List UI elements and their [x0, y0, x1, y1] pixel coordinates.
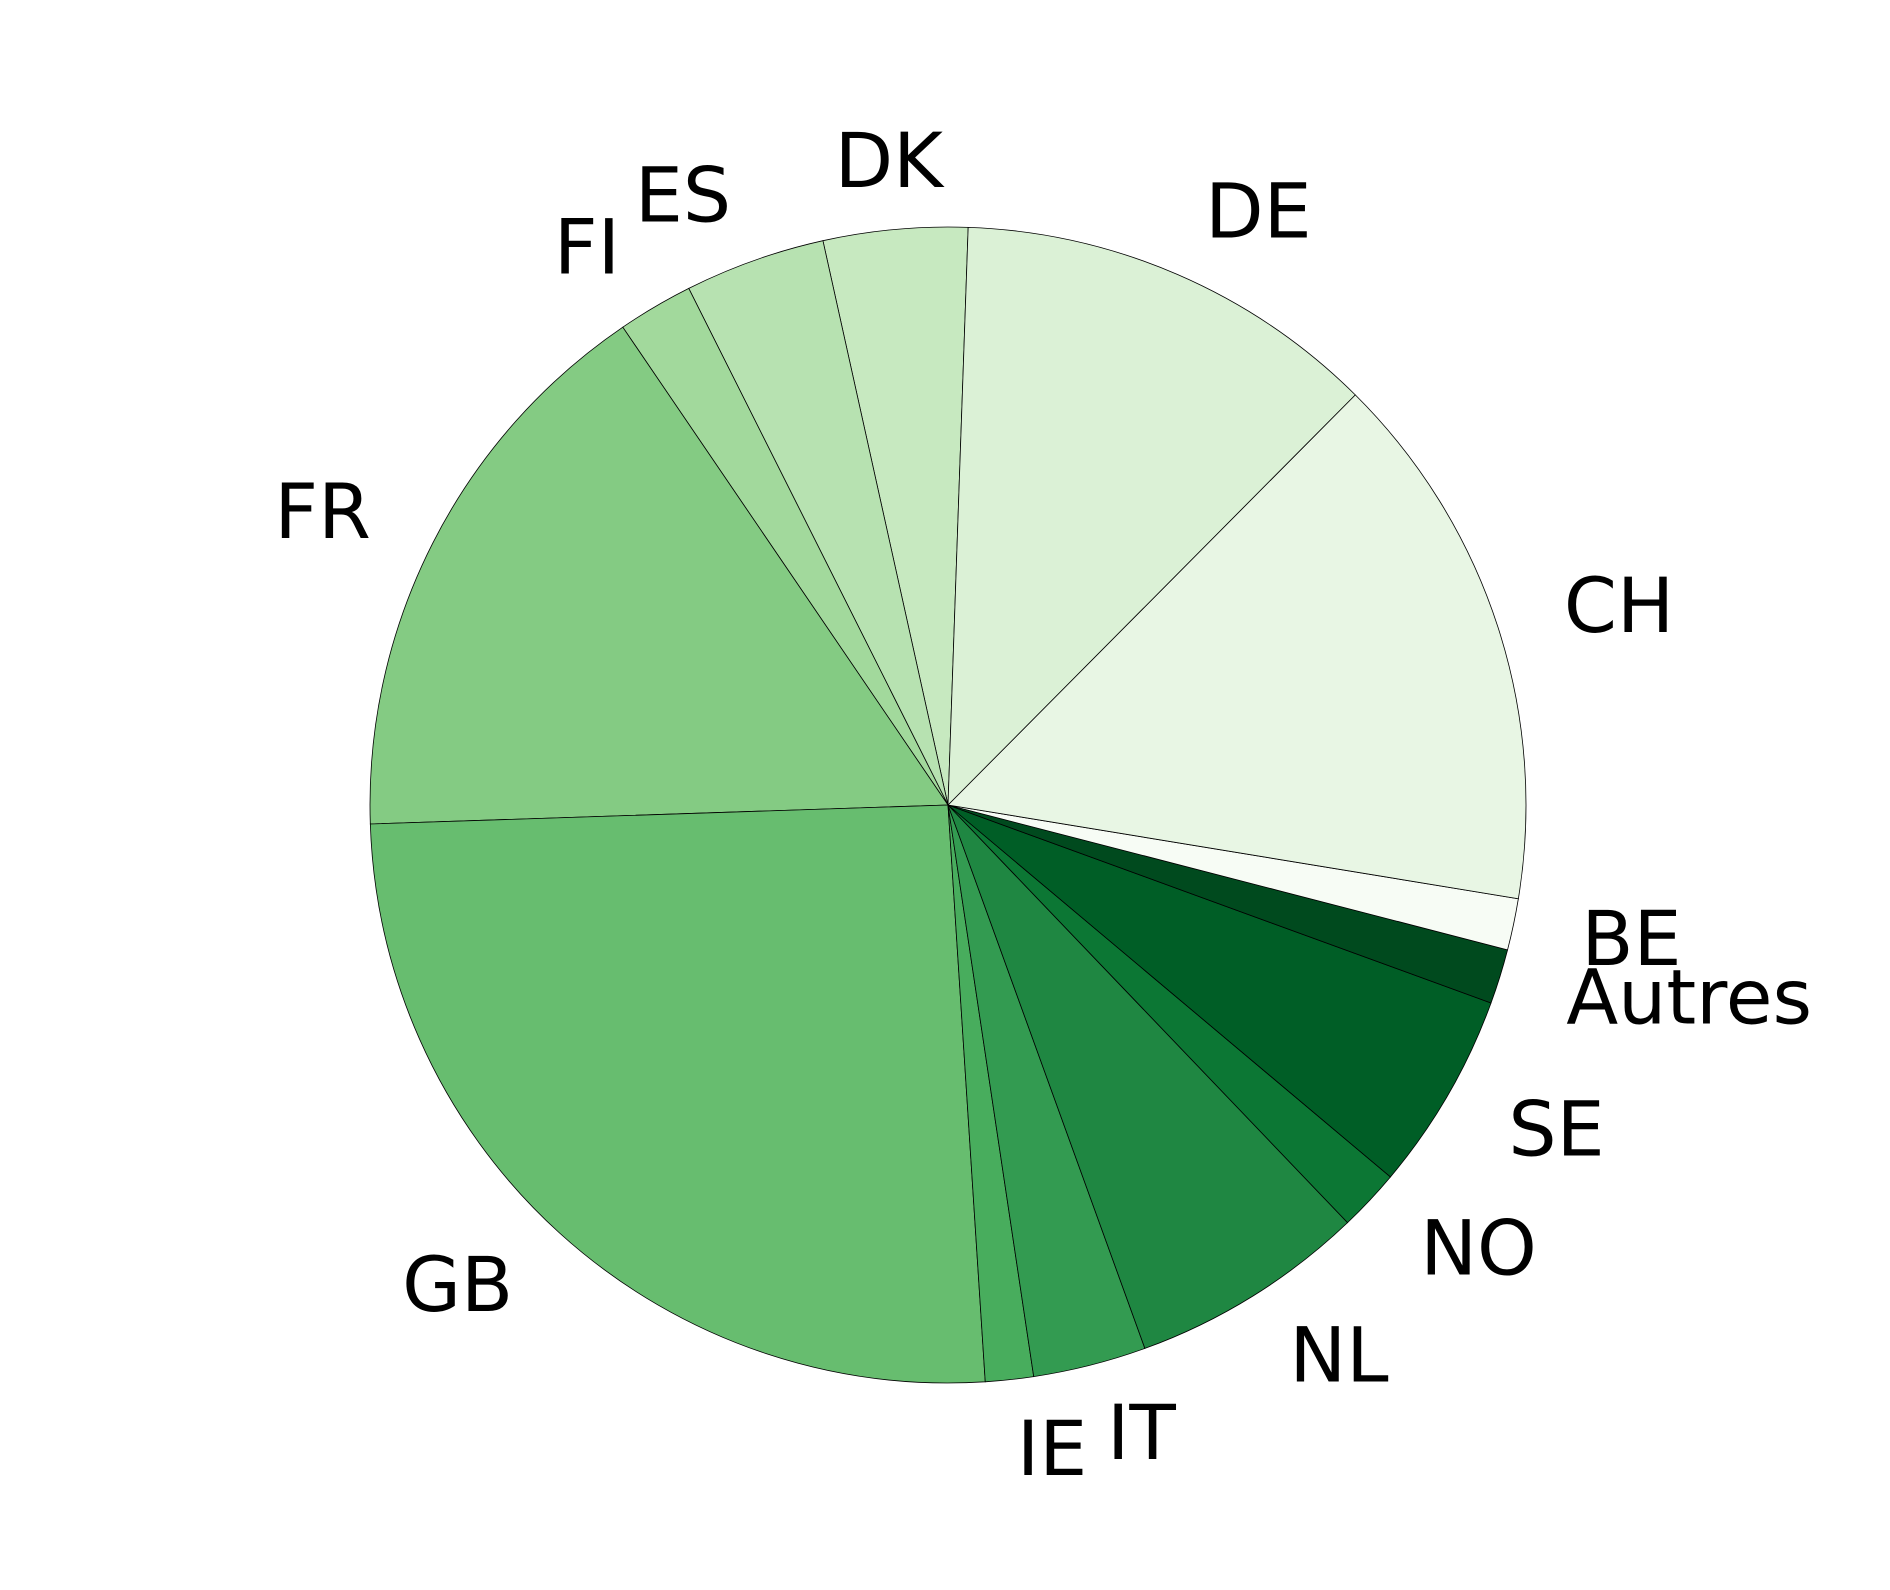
pie-slice-se [947, 804, 1492, 1178]
pie-label-be: BE [1581, 894, 1681, 983]
pie-label-it: IT [1107, 1388, 1176, 1477]
pie-label-dk: DK [835, 116, 946, 205]
pie-slice-de [947, 226, 1356, 807]
pie-label-autres: Autres [1566, 953, 1812, 1042]
pie-slice-ch [947, 394, 1527, 900]
pie-label-gb: GB [402, 1240, 513, 1329]
pie-slice-fr [369, 326, 949, 825]
pie-label-fr: FR [274, 467, 371, 556]
pie-label-de: DE [1205, 166, 1312, 255]
pie-label-se: SE [1508, 1085, 1604, 1174]
pie-label-fi: FI [554, 202, 620, 291]
pie-label-ie: IE [1017, 1404, 1087, 1493]
pie-label-ch: CH [1564, 561, 1674, 650]
pie-slices [369, 226, 1527, 1384]
pie-label-nl: NL [1289, 1311, 1388, 1400]
pie-label-no: NO [1420, 1203, 1537, 1292]
pie-slice-gb [369, 804, 986, 1384]
pie-slice-nl [947, 804, 1349, 1349]
pie-label-es: ES [635, 151, 731, 240]
